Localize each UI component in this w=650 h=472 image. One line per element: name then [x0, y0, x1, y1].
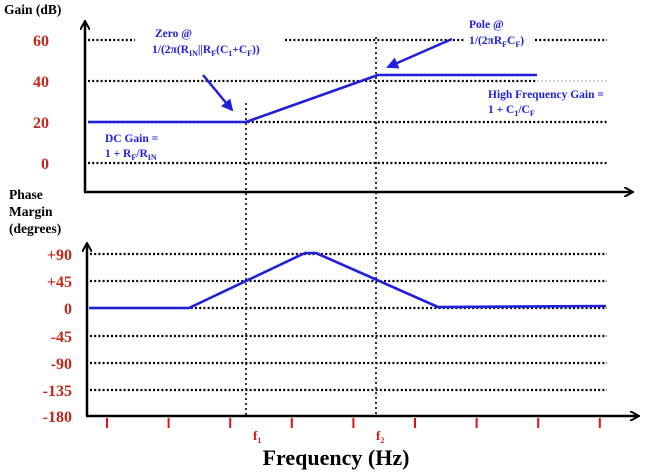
- gain-tick-60: 60: [33, 33, 49, 50]
- phase-curve: [89, 251, 607, 310]
- zero-arrow: [202, 74, 234, 112]
- gain-curve: [88, 73, 537, 124]
- phase-axis-title-1: Phase: [9, 187, 43, 202]
- gain-y-tick-labels: 60 40 20 0: [33, 33, 49, 173]
- frequency-axis-title: Frequency (Hz): [263, 445, 410, 470]
- gain-tick-0: 0: [41, 156, 49, 173]
- phase-tick-0: 0: [64, 301, 72, 318]
- phase-tick-p45: +45: [47, 274, 72, 291]
- phase-tick-m45: -45: [51, 329, 72, 346]
- phase-tick-p90: +90: [47, 247, 72, 264]
- phase-axis-title-3: (degrees): [9, 221, 61, 236]
- phase-tick-m180: -180: [43, 409, 72, 426]
- hf-gain-label: High Frequency Gain =: [488, 89, 604, 101]
- zero-label: Zero @: [155, 28, 192, 40]
- gain-gridlines: [88, 38, 607, 165]
- hf-gain-formula: 1 + C1/CF: [488, 104, 535, 118]
- frequency-ticks: [106, 418, 601, 428]
- gain-axis-title: Gain (dB): [4, 2, 61, 17]
- gain-tick-40: 40: [33, 74, 49, 91]
- phase-tick-m90: -90: [51, 356, 72, 373]
- dc-gain-label: DC Gain =: [105, 133, 158, 145]
- f2-label: f2: [376, 428, 384, 445]
- phase-gridlines: [90, 252, 607, 392]
- gain-tick-20: 20: [33, 115, 49, 132]
- pole-arrow: [386, 37, 453, 69]
- phase-y-tick-labels: +90 +45 0 -45 -90 -135 -180: [43, 247, 72, 426]
- dc-gain-formula: 1 + RF/RIN: [105, 148, 157, 162]
- pole-label: Pole @: [469, 19, 504, 31]
- f1-label: f1: [253, 428, 261, 445]
- phase-axis-title-2: Margin: [9, 204, 53, 219]
- pole-formula: 1/(2πRFCF): [469, 35, 524, 49]
- zero-formula: 1/(2π(RIN||RF(C1+CF)): [152, 44, 260, 58]
- phase-tick-m135: -135: [43, 383, 72, 400]
